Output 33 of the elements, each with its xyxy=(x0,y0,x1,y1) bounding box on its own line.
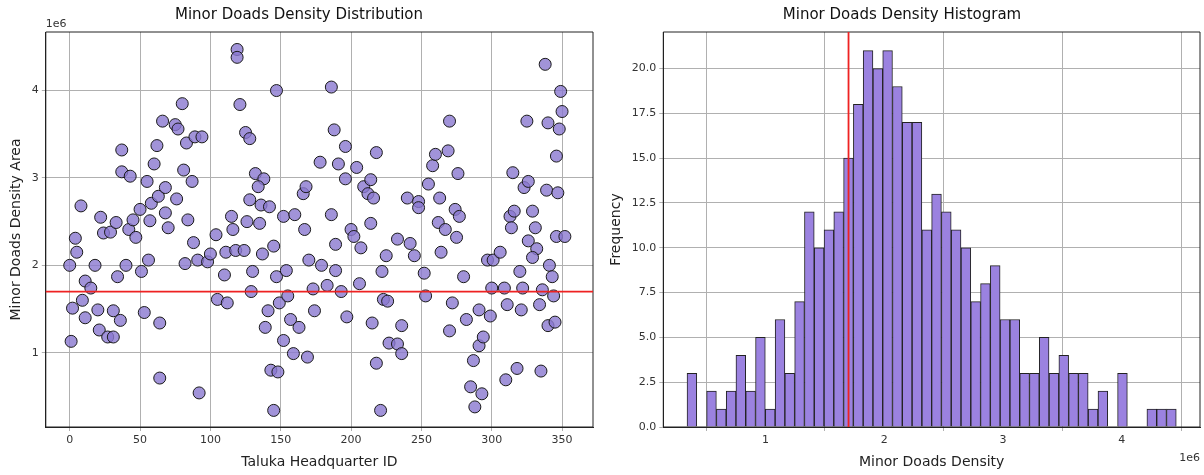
y-tick-label: 17.5 xyxy=(631,106,657,120)
text: 1e6 xyxy=(45,17,67,30)
x-tick-label: 2 xyxy=(880,433,888,447)
x-tick-label: 50 xyxy=(133,433,148,447)
x-tick-label: 150 xyxy=(270,433,292,447)
chart-title: Minor Doads Density Distribution xyxy=(174,4,424,23)
y-tick-label: 7.5 xyxy=(638,285,657,299)
x-tick-label: 200 xyxy=(340,433,362,447)
x-axis-title: Minor Doads Density xyxy=(858,453,1005,470)
y-tick-label: 10.0 xyxy=(631,240,657,254)
y-tick-label: 12.5 xyxy=(631,195,657,209)
x-tick-label: 350 xyxy=(551,433,573,447)
x-tick-label: 300 xyxy=(481,433,503,447)
y-axis-title: Minor Doads Density Area xyxy=(7,138,24,321)
x-axis-title: Taluka Headquarter ID xyxy=(240,453,398,470)
y-tick-label: 1 xyxy=(31,345,39,359)
chart-title: Minor Doads Density Histogram xyxy=(782,4,1022,23)
x-tick-label: 250 xyxy=(410,433,432,447)
x-tick-label: 4 xyxy=(1118,433,1126,447)
y-tick-label: 3 xyxy=(31,170,39,184)
y-tick-label: 2 xyxy=(31,258,39,272)
y-tick-label: 15.0 xyxy=(631,151,657,165)
y-tick-label: 20.0 xyxy=(631,61,657,75)
x-tick-label: 0 xyxy=(66,433,74,447)
y-tick-label: 2.5 xyxy=(638,375,657,389)
y-axis-title: Frequency xyxy=(607,193,624,266)
text: 1e6 xyxy=(1179,451,1200,464)
y-tick-label: 5.0 xyxy=(638,330,657,344)
x-tick-label: 100 xyxy=(199,433,221,447)
x-tick-label: 1 xyxy=(761,433,769,447)
y-tick-label: 4 xyxy=(31,83,39,97)
y-tick-label: 0.0 xyxy=(638,419,657,433)
x-tick-label: 3 xyxy=(999,433,1007,447)
